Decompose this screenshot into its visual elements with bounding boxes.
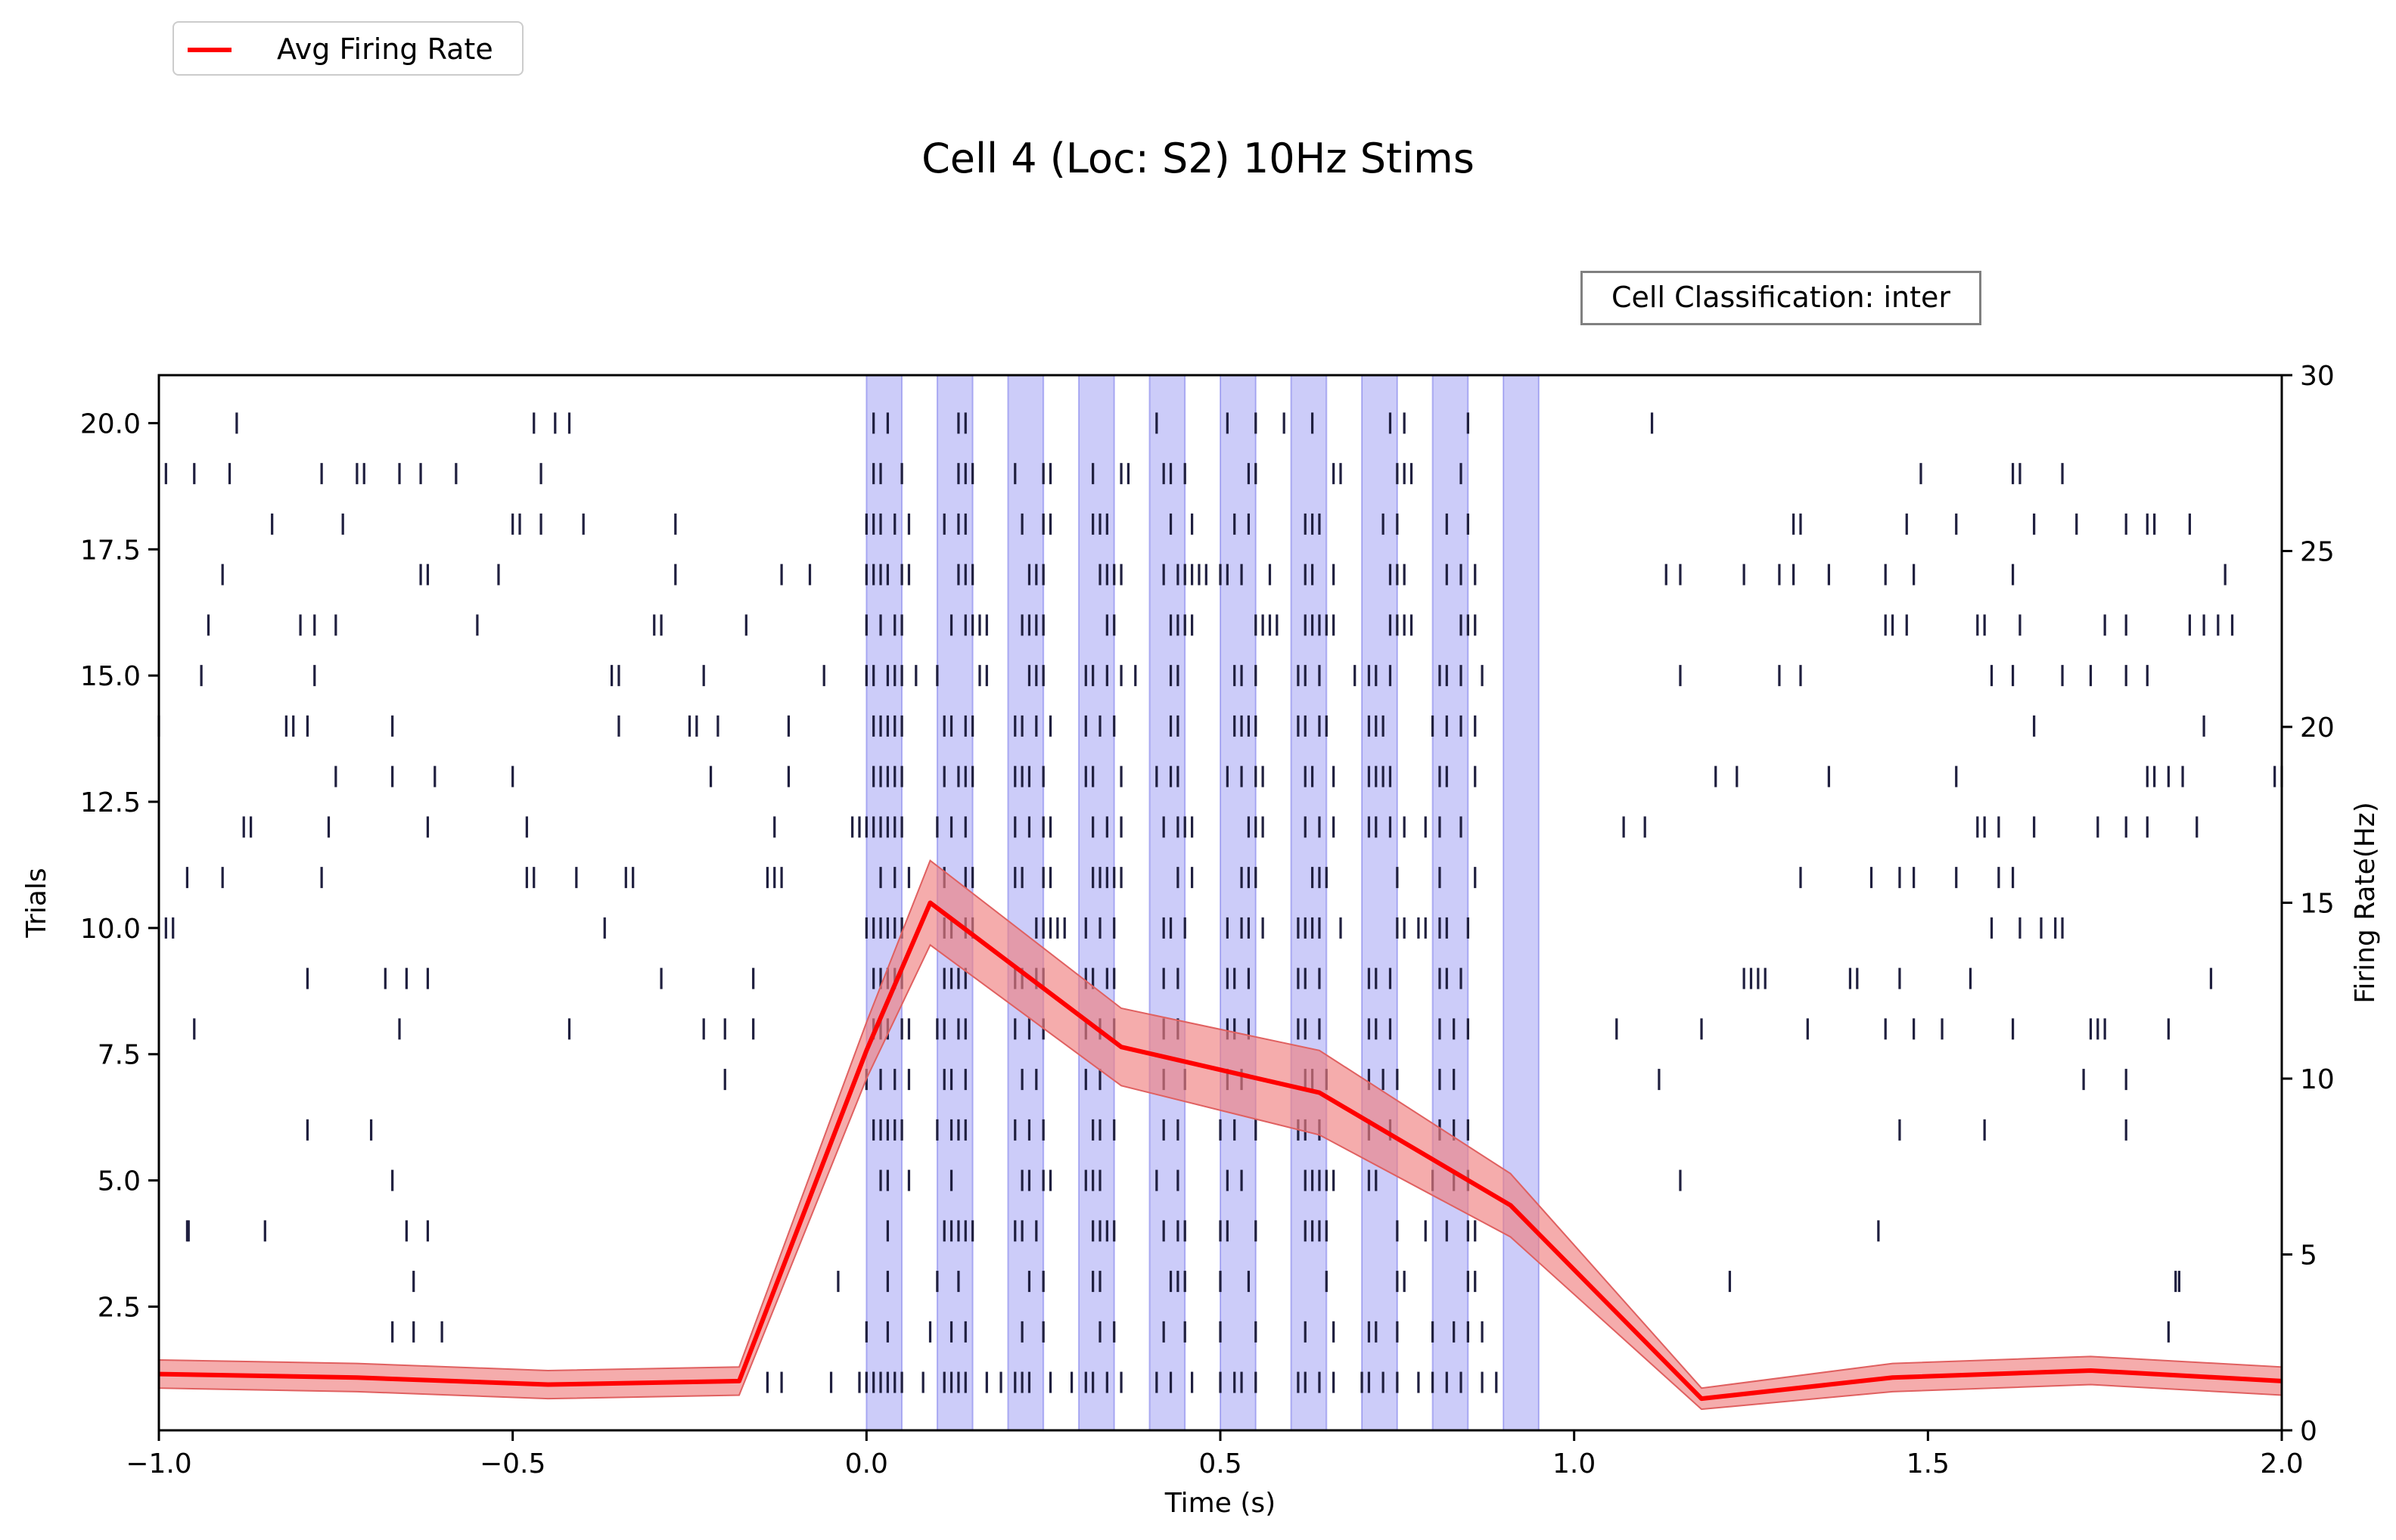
x-tick-label: 0.0 [845,1448,888,1479]
stimulus-window [1148,374,1186,1431]
stimulus-window [1290,374,1328,1431]
y-left-axis-label: Trials [21,868,52,938]
y-left-tick-label: 15.0 [80,661,141,692]
y-left-tick-label: 12.5 [80,787,141,818]
y-right-tick-label: 15 [2300,889,2335,920]
y-right-tick-label: 5 [2300,1240,2317,1271]
x-axis-label: Time (s) [1164,1488,1276,1519]
stimulus-window [1007,374,1045,1431]
classification-annotation: Cell Classification: inter [1580,271,1981,325]
stimulus-window [1503,374,1540,1431]
legend: Avg Firing Rate [172,21,524,76]
x-tick-label: −0.5 [480,1448,545,1479]
y-left-tick-label: 17.5 [80,535,141,566]
y-left-tick-label: 5.0 [98,1166,141,1197]
y-left-tick-label: 2.5 [98,1292,141,1323]
y-right-tick-label: 10 [2300,1064,2335,1095]
x-tick-label: −1.0 [126,1448,191,1479]
x-tick-label: 0.5 [1198,1448,1242,1479]
y-right-tick-label: 30 [2300,361,2335,392]
stimulus-window [865,374,903,1431]
y-left-tick-label: 7.5 [98,1040,141,1071]
y-left-tick-label: 10.0 [80,914,141,945]
stimulus-window [1431,374,1469,1431]
y-right-tick-label: 25 [2300,537,2335,568]
chart-title: Cell 4 (Loc: S2) 10Hz Stims [921,135,1475,182]
legend-label: Avg Firing Rate [277,33,493,66]
stimulus-window [1077,374,1115,1431]
y-left-tick-label: 20.0 [80,408,141,439]
stimulus-window [1220,374,1257,1431]
y-right-tick-label: 0 [2300,1416,2317,1447]
firing-rate-line [158,900,2283,1402]
y-right-axis-label: Firing Rate(Hz) [2350,802,2381,1004]
x-tick-label: 1.0 [1552,1448,1596,1479]
legend-line-swatch [188,48,232,52]
x-tick-label: 1.5 [1907,1448,1950,1479]
y-right-tick-label: 20 [2300,713,2335,744]
x-tick-label: 2.0 [2260,1448,2303,1479]
stimulus-window [1361,374,1398,1431]
